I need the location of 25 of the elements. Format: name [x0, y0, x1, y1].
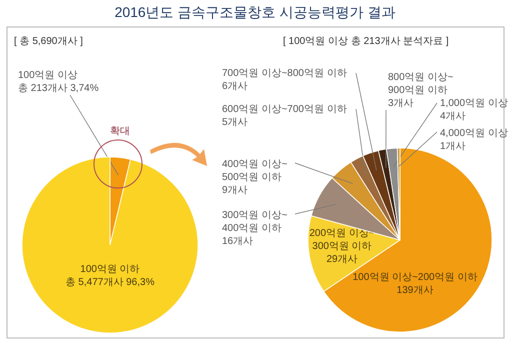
slice-label: 600억원 이상~700억원 이하 [222, 104, 347, 115]
slice-label: 100억원 이하 [80, 264, 140, 275]
slice-label: 300억원 이상~400억원 이하 [222, 210, 288, 234]
slice-label: 400억원 이상~500억원 이하 [222, 159, 288, 183]
data-label: 16개사 [222, 236, 254, 247]
chart-subtitle: [ 100억원 이상 총 213개사 분석자료 ] [283, 36, 449, 47]
slice-label: 1,000억원 이상 [440, 98, 508, 109]
data-label: 1개사 [440, 141, 466, 152]
slice-label: 800억원 이상~900억원 이하 [388, 72, 454, 96]
slice-label: 100억원 이상 [18, 70, 78, 81]
data-label: 6개사 [222, 81, 248, 92]
slice-label: 4,000억원 이상 [440, 128, 508, 139]
data-label: 9개사 [222, 185, 248, 196]
data-label: 총 213개사 3,74% [18, 83, 99, 94]
data-label: 29개사 [326, 254, 358, 265]
slice-label: 700억원 이상~800억원 이하 [222, 68, 347, 79]
data-label: 139개사 [396, 285, 434, 296]
data-label: 총 5,477개사 96,3% [66, 277, 155, 288]
slice-label: 100억원 이상~200억원 이하 [352, 272, 478, 283]
text: 확대 [110, 126, 130, 137]
data-label: 3개사 [388, 98, 414, 109]
data-label: 5개사 [222, 117, 248, 128]
data-label: 4개사 [440, 111, 466, 122]
text: 2016년도 금속구조물창호 시공능력평가 결과 [114, 4, 396, 20]
chart-subtitle: [ 총 5,690개사 ] [14, 36, 84, 47]
